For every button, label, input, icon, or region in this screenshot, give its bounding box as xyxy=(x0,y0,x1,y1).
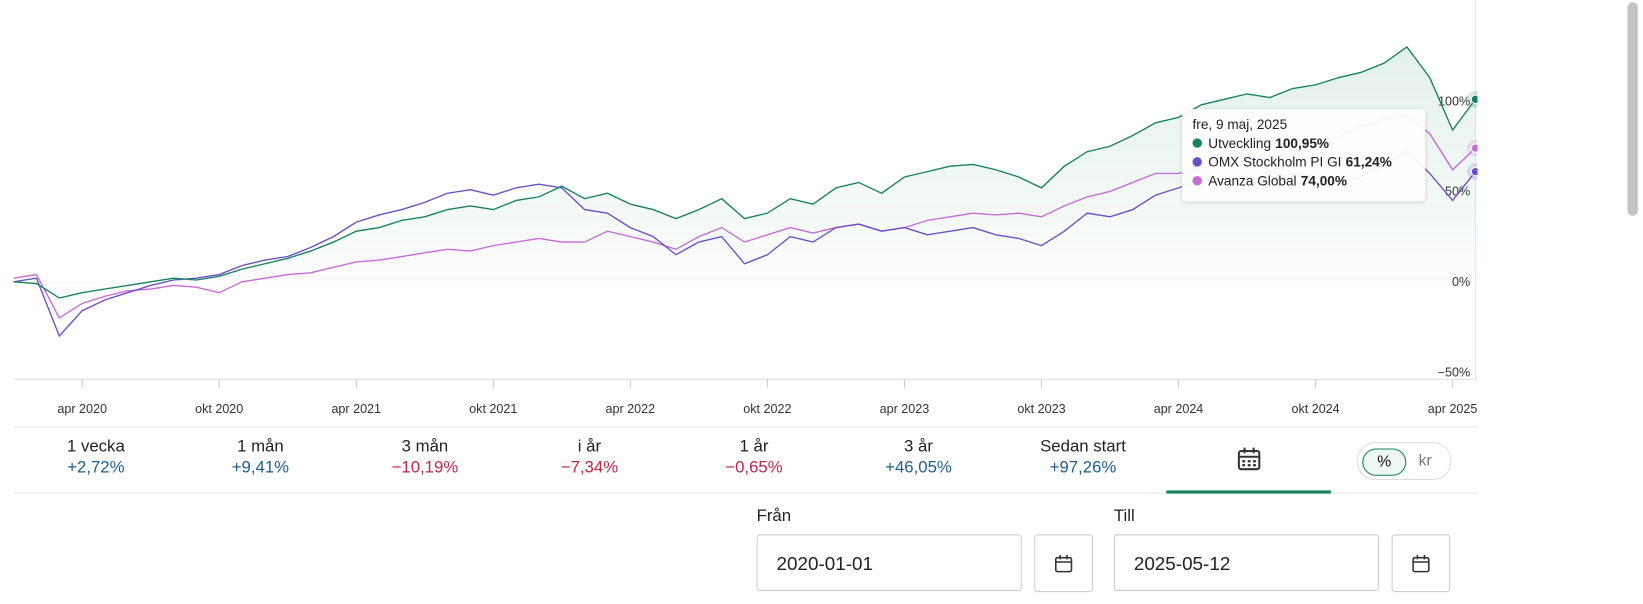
tooltip-value: 74,00% xyxy=(1300,172,1347,189)
period-label: Sedan start xyxy=(1040,438,1126,456)
x-tick-label: apr 2022 xyxy=(606,402,656,416)
series-line xyxy=(13,46,1476,299)
legend-dot xyxy=(1192,138,1202,148)
legend-dot xyxy=(1192,176,1202,186)
tooltip-value: 100,95% xyxy=(1275,135,1330,151)
x-tick-label: apr 2023 xyxy=(880,402,930,416)
x-tick-label: apr 2021 xyxy=(331,402,381,416)
from-input[interactable]: 2020-01-01 xyxy=(756,534,1022,592)
legend-name: OMX Stockholm PI GI xyxy=(1208,154,1342,170)
x-tick-label: apr 2025 xyxy=(1428,402,1478,416)
calendar-icon xyxy=(1054,554,1073,572)
area xyxy=(13,46,1476,299)
period-button[interactable]: Sedan start +97,26% xyxy=(1001,428,1166,493)
period-button[interactable]: 1 år −0,65% xyxy=(672,428,837,493)
calendar-icon xyxy=(1237,447,1260,471)
x-tick-label: okt 2023 xyxy=(1017,402,1065,416)
scrollbar[interactable] xyxy=(1627,2,1638,216)
period-button[interactable]: i år −7,34% xyxy=(507,428,672,493)
tooltip-value: 61,24% xyxy=(1345,154,1392,170)
tooltip-row: OMX Stockholm PI GI 61,24% xyxy=(1192,154,1415,170)
from-calendar-button[interactable] xyxy=(1034,534,1093,593)
legend-name: Avanza Global xyxy=(1208,172,1297,189)
end-dot xyxy=(1470,94,1478,105)
tooltip-date: fre, 9 maj, 2025 xyxy=(1192,116,1288,133)
period-change: +2,72% xyxy=(67,458,125,477)
period-change: +9,41% xyxy=(231,458,290,477)
period-label: i år xyxy=(577,438,602,456)
x-tick-label: apr 2024 xyxy=(1154,402,1204,416)
custom-period-tab[interactable] xyxy=(1166,428,1331,494)
to-calendar-button[interactable] xyxy=(1391,534,1451,593)
period-label: 1 mån xyxy=(237,438,284,456)
period-label: 1 vecka xyxy=(66,438,125,456)
period-bar: % kr 1 vecka +2,72% 1 mån +9,41% 3 mån −10,19… xyxy=(13,426,1478,494)
legend-name: Utveckling xyxy=(1208,135,1272,151)
period-change: −0,65% xyxy=(725,458,783,477)
period-button[interactable]: 1 vecka +2,72% xyxy=(14,428,179,493)
tooltip: fre, 9 maj, 2025 Utveckling 100,95% OMX St… xyxy=(1182,108,1426,202)
tooltip-row: Utveckling 100,95% xyxy=(1192,135,1415,151)
period-label: 3 mån xyxy=(401,438,449,456)
unit-toggle: % kr xyxy=(1357,442,1452,480)
y-tick-label: 100% xyxy=(1438,94,1470,108)
period-button[interactable]: 3 mån −10,19% xyxy=(343,428,508,493)
period-label: 3 år xyxy=(904,438,933,456)
tooltip-row: Avanza Global 74,00% xyxy=(1192,172,1415,189)
end-dot xyxy=(1470,166,1478,177)
period-change: +46,05% xyxy=(885,458,952,477)
to-label: Till xyxy=(1113,507,1135,525)
x-tick-label: okt 2022 xyxy=(743,402,791,416)
period-change: −7,34% xyxy=(560,458,619,477)
x-tick-label: okt 2024 xyxy=(1291,402,1339,416)
period-button[interactable]: 1 mån +9,41% xyxy=(178,428,343,493)
calendar-icon xyxy=(1412,554,1430,572)
from-label: Från xyxy=(756,507,792,525)
period-change: +97,26% xyxy=(1049,458,1117,477)
x-tick-label: okt 2021 xyxy=(469,402,517,416)
to-input[interactable]: 2025-05-12 xyxy=(1113,534,1380,592)
legend-dot xyxy=(1192,157,1202,167)
toggle-percent[interactable]: % xyxy=(1362,448,1407,476)
period-change: −10,19% xyxy=(391,458,459,477)
toggle-kr[interactable]: kr xyxy=(1418,451,1432,470)
end-dot xyxy=(1470,143,1478,153)
x-tick-label: apr 2020 xyxy=(57,402,107,416)
y-tick-label: −50% xyxy=(1438,365,1470,379)
period-button[interactable]: 3 år +46,05% xyxy=(836,428,1001,493)
x-tick-label: okt 2020 xyxy=(195,402,243,416)
tooltip-rows: Utveckling 100,95% OMX Stockholm PI GI 61,2… xyxy=(1192,135,1415,189)
period-label: 1 år xyxy=(739,438,769,456)
